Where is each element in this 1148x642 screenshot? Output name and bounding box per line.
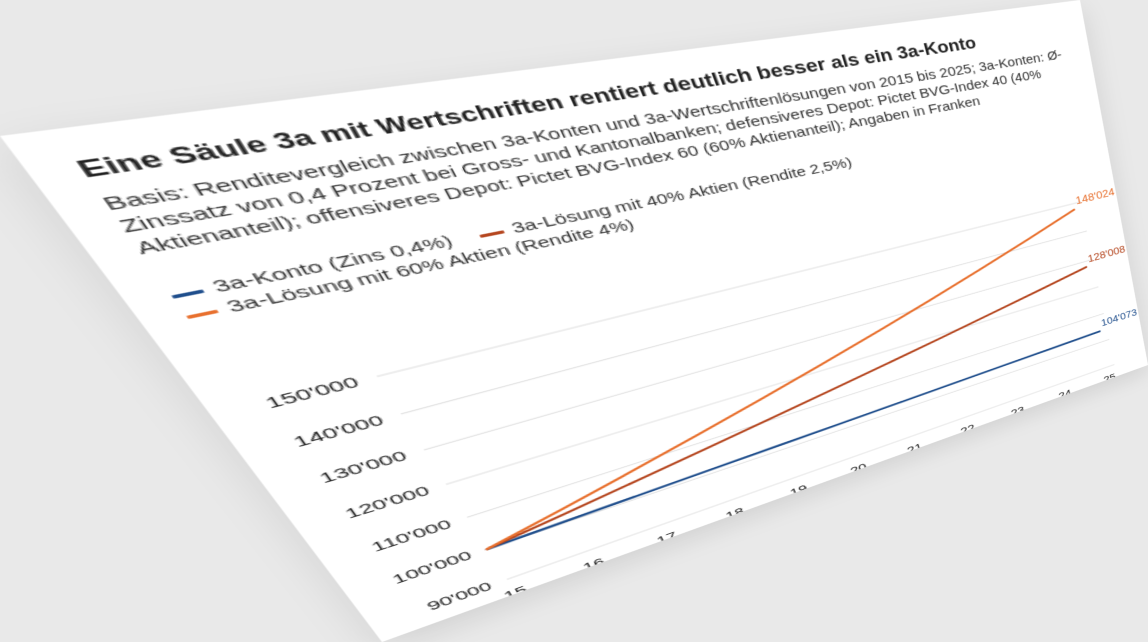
- series-line-1: [428, 267, 1102, 549]
- x-tick-label-2: 17: [654, 529, 679, 547]
- gridline-0: [507, 364, 1115, 579]
- x-tick-label-4: 19: [788, 482, 810, 499]
- gridline-4: [424, 259, 1093, 450]
- y-tick-label-3: 120'000: [341, 483, 432, 522]
- x-tick-label-9: 24: [1057, 387, 1072, 402]
- x-tick-label-3: 18: [723, 505, 746, 523]
- gridline-6: [377, 202, 1081, 377]
- y-tick-label-4: 130'000: [316, 448, 411, 487]
- series-end-label-2: 148'024: [1075, 186, 1116, 207]
- x-tick-label-0: 15: [500, 583, 530, 603]
- y-tick-label-6: 150'000: [261, 373, 362, 411]
- y-tick-label-5: 140'000: [289, 411, 387, 450]
- gridline-2: [467, 313, 1104, 517]
- series-line-2: [382, 210, 1102, 549]
- series-line-0: [479, 331, 1102, 549]
- y-tick-label-0: 90'000: [424, 579, 495, 613]
- gridline-1: [487, 339, 1109, 549]
- y-tick-label-2: 110'000: [367, 516, 454, 554]
- gridline-5: [401, 231, 1087, 414]
- series-end-label-0: 104'073: [1100, 307, 1138, 328]
- x-tick-label-6: 21: [905, 441, 924, 457]
- gridline-3: [446, 287, 1098, 485]
- x-tick-label-5: 20: [848, 461, 868, 478]
- y-tick-label-1: 100'000: [389, 548, 475, 587]
- x-tick-label-10: 25: [1103, 371, 1117, 385]
- x-tick-label-7: 22: [959, 422, 976, 438]
- x-tick-label-8: 23: [1010, 404, 1026, 419]
- series-end-label-1: 128'008: [1087, 244, 1126, 265]
- x-tick-label-1: 16: [580, 555, 607, 574]
